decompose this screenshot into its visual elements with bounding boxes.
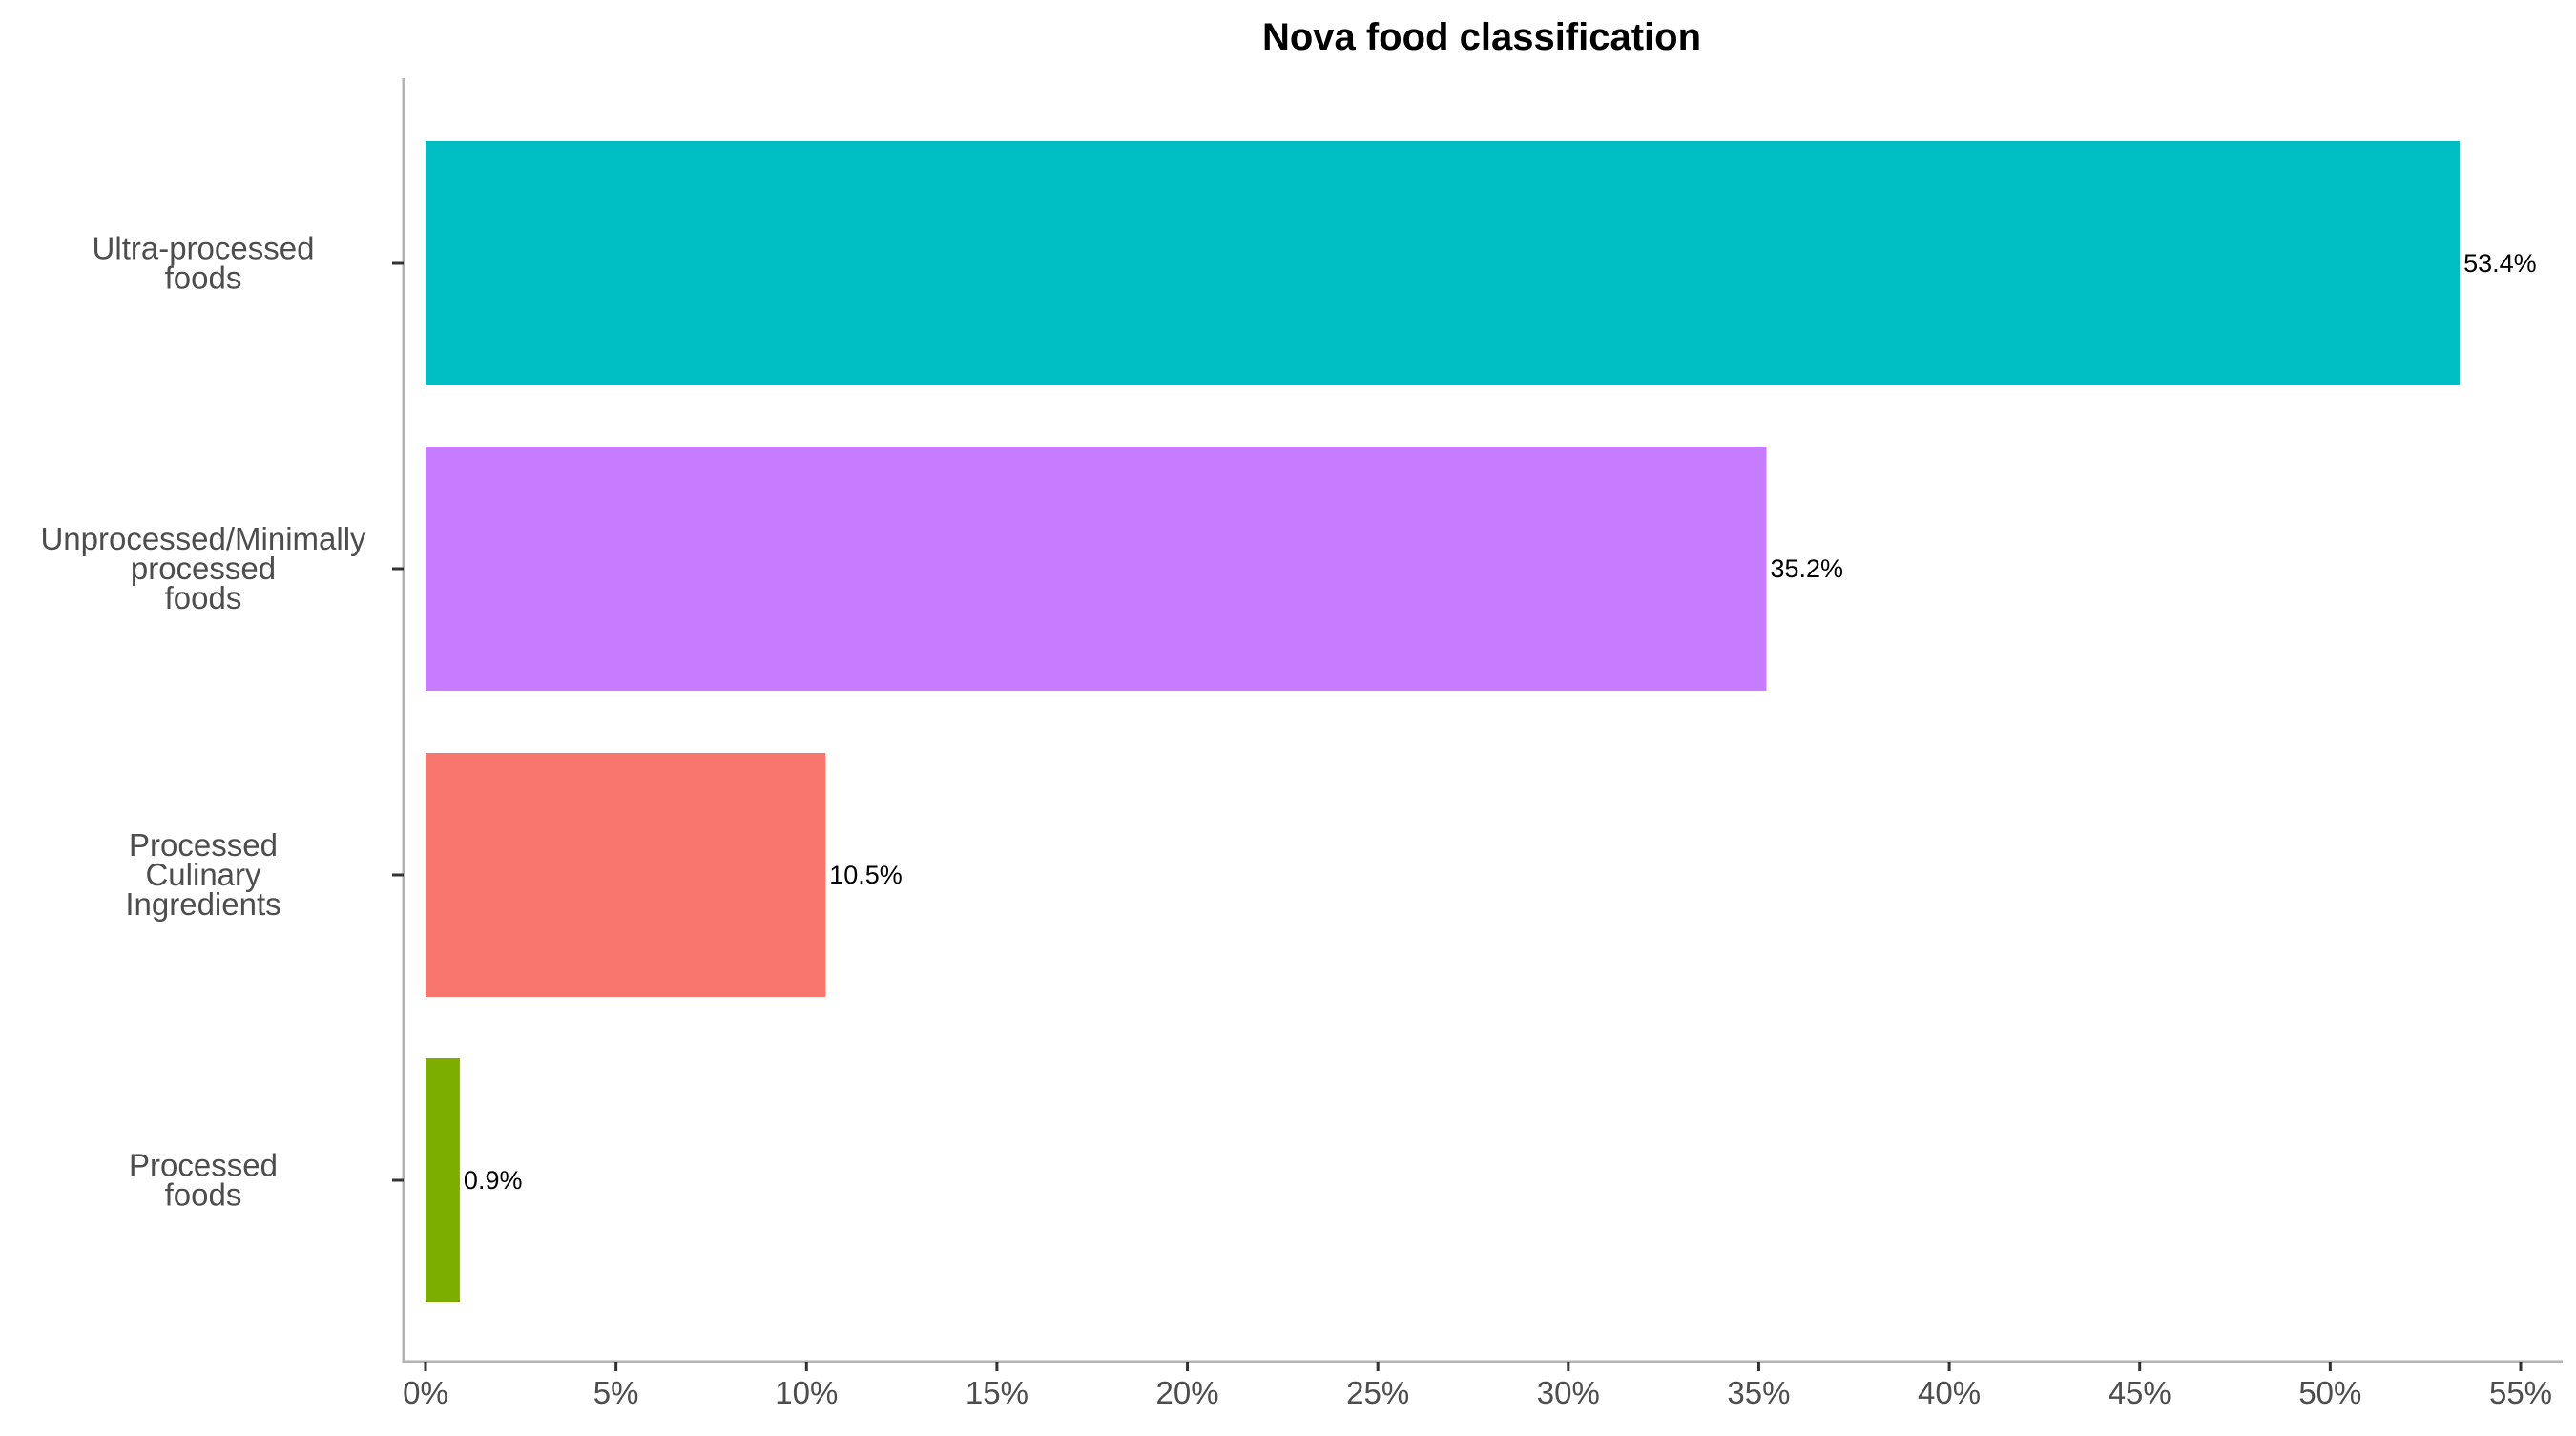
x-tick-label: 25% bbox=[1346, 1375, 1409, 1410]
x-tick-label: 40% bbox=[1918, 1375, 1981, 1410]
x-tick-label: 5% bbox=[593, 1375, 639, 1410]
bar bbox=[426, 447, 1767, 691]
axes-layer: 0% 5% 10% 15% 20% 25% 30% 35% 40% 45% 50% 55% Ultra-… bbox=[40, 78, 2563, 1410]
category-label: Unprocessed/Minimally processed foods bbox=[40, 521, 366, 615]
bar-value-label: 0.9% bbox=[464, 1166, 523, 1195]
bar bbox=[426, 753, 826, 997]
bar bbox=[426, 141, 2461, 385]
bar-value-label: 53.4% bbox=[2463, 249, 2537, 278]
x-tick-label: 35% bbox=[1727, 1375, 1790, 1410]
x-tick-label: 30% bbox=[1537, 1375, 1600, 1410]
x-tick-label: 45% bbox=[2109, 1375, 2171, 1410]
category-label: Processed foods bbox=[129, 1148, 278, 1213]
bars-layer: 53.4% 35.2% 10.5% 0.9% bbox=[426, 141, 2537, 1302]
category-label: Ultra-processed foods bbox=[93, 231, 315, 296]
x-tick-label: 0% bbox=[403, 1375, 448, 1410]
x-tick-label: 50% bbox=[2298, 1375, 2361, 1410]
bar bbox=[426, 1058, 460, 1302]
bar-value-label: 10.5% bbox=[829, 861, 903, 889]
category-label: Processed Culinary Ingredients bbox=[125, 827, 280, 922]
x-tick-label: 15% bbox=[966, 1375, 1028, 1410]
chart-title: Nova food classification bbox=[1262, 16, 1701, 58]
x-tick-label: 55% bbox=[2489, 1375, 2552, 1410]
x-tick-label: 20% bbox=[1156, 1375, 1219, 1410]
bar-value-label: 35.2% bbox=[1770, 554, 1843, 583]
x-tick-label: 10% bbox=[775, 1375, 838, 1410]
